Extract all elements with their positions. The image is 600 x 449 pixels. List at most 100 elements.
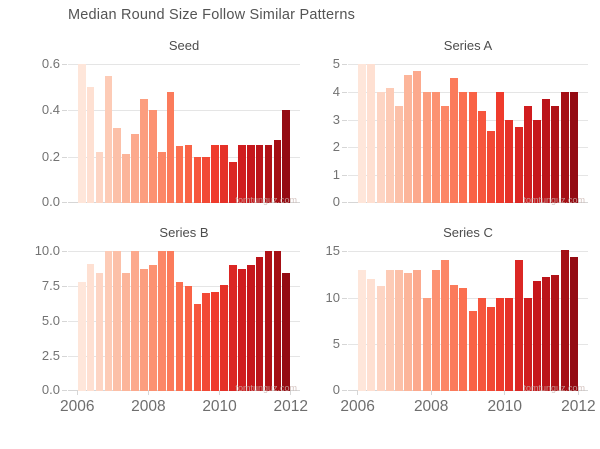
bar (131, 133, 139, 203)
bar (487, 307, 495, 391)
y-tick-label: 3 (332, 111, 340, 127)
x-tick-mark (577, 391, 579, 395)
bar (122, 154, 130, 203)
y-tick-label: 0.0 (41, 382, 60, 397)
bar (376, 286, 385, 391)
bar (122, 273, 130, 391)
bar (166, 251, 175, 391)
bar (220, 284, 228, 391)
bar (496, 297, 505, 391)
bar (542, 98, 551, 203)
bar (514, 126, 523, 203)
bar (273, 140, 282, 203)
bar (395, 105, 403, 203)
bar (404, 75, 413, 203)
gridline (348, 64, 588, 65)
y-tick-mark (62, 202, 67, 203)
axis-baseline (348, 202, 588, 203)
plot-series-a: 0 1 2 3 4 5 tomtunguz.com (333, 56, 588, 209)
subplot-title-series-b: Series B (159, 225, 209, 240)
bar (77, 64, 86, 203)
bar (202, 293, 211, 391)
y-tick-label: 0.2 (41, 148, 60, 164)
bar (358, 269, 367, 391)
bar (441, 105, 449, 203)
x-tick-mark (290, 391, 292, 395)
y-tick-label: 1 (332, 167, 340, 183)
bar (246, 265, 255, 391)
y-tick-label: 7.5 (41, 278, 60, 293)
bar (211, 145, 219, 203)
bar (264, 251, 273, 391)
bar (104, 75, 113, 203)
x-tick-mark (76, 391, 78, 395)
gridline (348, 119, 588, 121)
bar (441, 260, 449, 391)
plot-series-b: 0.0 2.5 5.0 7.5 10.0 2006 2008 2010 2012 tomtungu… (35, 243, 308, 415)
y-tick-label: 10.0 (34, 243, 60, 258)
bar (385, 269, 394, 391)
page-title: Median Round Size Follow Similar Pattern… (68, 7, 356, 23)
y-tick-mark (62, 321, 67, 322)
gridline (68, 156, 300, 158)
bar (149, 265, 157, 391)
bar (468, 91, 477, 203)
bar (551, 105, 560, 203)
bar (282, 273, 291, 391)
gridline (348, 147, 588, 149)
y-tick-label: 2 (332, 139, 340, 155)
bar (422, 91, 431, 203)
x-tick-mark (147, 391, 149, 395)
gridline (348, 91, 588, 93)
y-tick-mark (62, 356, 67, 357)
bar (264, 145, 273, 203)
bar (229, 265, 237, 391)
bar (569, 256, 578, 391)
bar (157, 152, 166, 203)
y-tick-label: 0 (332, 194, 340, 209)
bar (385, 87, 394, 203)
bar (367, 64, 376, 203)
x-tick-label: 2006 (340, 398, 375, 415)
y-tick-mark (62, 156, 67, 158)
axis-baseline (68, 202, 300, 203)
bar (220, 145, 228, 203)
bar (282, 110, 291, 203)
bar (505, 119, 514, 203)
y-tick-mark (342, 251, 347, 252)
plot-seed: 0.0 0.2 0.4 0.6 tomtunguz.com (42, 56, 300, 209)
bar (229, 162, 237, 203)
y-tick-label: 4 (332, 83, 340, 99)
y-tick-mark (62, 251, 67, 252)
bar (505, 297, 514, 391)
x-tick-mark (219, 391, 221, 395)
y-tick-label: 15 (325, 243, 340, 258)
bar (193, 156, 202, 203)
y-tick-mark (62, 64, 67, 65)
bar (211, 291, 219, 391)
bar (560, 91, 569, 203)
bar (273, 251, 282, 391)
y-tick-mark (342, 202, 347, 203)
x-tick-label: 2006 (60, 398, 95, 415)
bar (246, 145, 255, 203)
gridline (348, 344, 588, 346)
x-tick-mark (357, 391, 359, 395)
bar (450, 284, 459, 391)
x-tick-label: 2010 (202, 398, 237, 415)
y-tick-mark (342, 119, 347, 121)
bar (140, 98, 148, 203)
bar (551, 275, 560, 391)
bar (86, 87, 95, 203)
bar (95, 152, 104, 203)
subplot-title-seed: Seed (168, 38, 200, 53)
bar (450, 77, 459, 203)
bar (166, 91, 175, 203)
bar (477, 111, 486, 203)
y-tick-mark (62, 286, 67, 287)
y-tick-mark (342, 297, 347, 299)
gridline (348, 175, 588, 177)
subplot-title-series-a: Series A (443, 38, 493, 53)
x-tick-mark (430, 391, 432, 395)
